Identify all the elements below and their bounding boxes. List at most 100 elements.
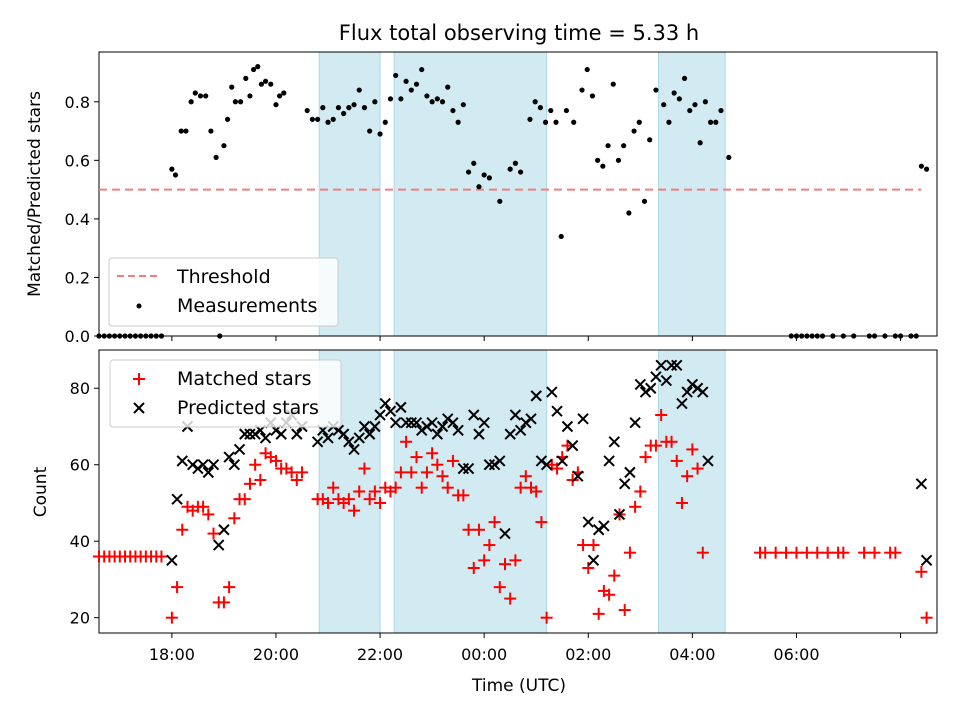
predicted-stars-point-b	[561, 420, 574, 433]
predicted-stars-point-b	[514, 424, 527, 437]
matched-stars-point	[504, 592, 517, 605]
matched-stars-point	[176, 523, 189, 536]
predicted-stars-point-b	[369, 420, 381, 433]
predicted-stars-point-b	[171, 493, 183, 505]
predicted-stars-point-b	[509, 409, 522, 421]
threshold-legend-label: Threshold	[176, 266, 271, 288]
predicted-stars-point	[259, 432, 272, 444]
matched-stars-point	[696, 546, 709, 559]
x-tick-label: 22:00	[357, 645, 403, 664]
predicted-stars-point	[650, 371, 662, 383]
predicted-stars-point	[671, 359, 683, 372]
predicted-stars-point-b	[389, 416, 402, 429]
measurement-point	[666, 119, 672, 125]
matched-stars-point	[821, 546, 834, 559]
matched-stars-point	[535, 516, 548, 529]
measurement-point	[148, 333, 154, 339]
x-tick-label: 04:00	[669, 645, 715, 664]
predicted-stars-point-b	[337, 428, 350, 440]
measurement-point	[631, 128, 637, 134]
measurement-point	[653, 87, 659, 93]
matched-stars-point	[493, 581, 506, 594]
predicted-stars-point-b	[473, 428, 485, 440]
predicted-stars-point-b	[457, 462, 470, 475]
x-axis-label: Time (UTC)	[471, 676, 566, 696]
matched-stars-point	[868, 546, 881, 559]
measurement-point	[788, 333, 794, 339]
predicted-stars-point	[618, 478, 631, 490]
matched-stars-point	[405, 466, 418, 479]
predicted-stars-point-b	[645, 382, 657, 394]
matched-stars-point	[363, 493, 376, 506]
predicted-stars-point-b	[410, 416, 423, 429]
measurement-point	[445, 84, 451, 90]
measurement-point	[804, 333, 810, 339]
matched-stars-point	[665, 435, 678, 448]
measurement-point	[408, 87, 414, 93]
matched-stars-point	[228, 512, 241, 525]
predicted-stars-point-b	[275, 428, 287, 440]
predicted-stars-point-b	[603, 455, 615, 467]
measurement-point	[143, 333, 149, 339]
predicted-stars-point	[655, 359, 667, 372]
matched-stars-point	[800, 546, 813, 559]
predicted-stars-point	[551, 405, 563, 417]
matched-stars-point	[410, 451, 423, 464]
predicted-stars-point-b	[478, 416, 490, 429]
x-tick-label: 18:00	[149, 645, 195, 664]
matched-stars-point	[446, 454, 459, 467]
matched-stars-point	[769, 546, 782, 559]
predicted-stars-point-b	[634, 378, 647, 391]
matched-stars-point	[155, 550, 168, 563]
measurement-point	[584, 66, 590, 73]
y-tick-label: 0.8	[65, 93, 90, 112]
measurement-point	[315, 116, 321, 122]
predicted-stars-point	[468, 409, 480, 421]
matched-stars-point	[467, 561, 480, 574]
matched-stars-point	[608, 569, 621, 582]
predicted-stars-point-b	[426, 416, 438, 429]
measurement-point	[647, 137, 653, 143]
matched-stars-point	[498, 558, 511, 571]
measurement-point	[465, 169, 472, 175]
predicted-stars-point-b	[291, 428, 303, 440]
matched-stars-point	[915, 565, 928, 578]
predicted-stars-point-b	[598, 520, 610, 532]
predicted-stars-point	[348, 443, 360, 456]
predicted-stars-point	[197, 459, 209, 471]
measurement-point	[726, 154, 732, 161]
measurement-point	[871, 333, 878, 339]
measurement-point	[579, 87, 585, 93]
predicted-stars-point-b	[530, 390, 542, 402]
measurement-point	[169, 166, 175, 172]
measurement-point	[127, 333, 133, 339]
matched-stars-point	[858, 546, 871, 559]
predicted-stars-point	[218, 524, 230, 536]
measurement-point	[866, 333, 872, 339]
measurement-point	[439, 99, 446, 105]
measurement-point	[217, 333, 223, 339]
predicted-stars-point	[353, 432, 365, 444]
measurement-point	[697, 140, 703, 146]
predicted-stars-point-b	[207, 459, 220, 471]
predicted-stars-point	[525, 413, 537, 425]
predicted-stars-point	[358, 420, 371, 433]
x-tick-label: 20:00	[253, 645, 299, 664]
matched-stars-point	[426, 447, 439, 460]
chart-title: Flux total observing time = 5.33 h	[339, 21, 699, 45]
matched-stars-point	[811, 546, 824, 559]
predicted-stars-point	[603, 455, 615, 467]
measurement-point	[713, 119, 719, 125]
measurement-point	[356, 87, 362, 93]
x-tick-label: 06:00	[773, 645, 819, 664]
predicted-stars-point	[291, 428, 303, 440]
matched-stars-point	[171, 581, 184, 594]
predicted-stars-point-b	[572, 470, 584, 482]
bottom-panel-frame	[98, 349, 938, 634]
measurement-point	[661, 102, 667, 108]
measurement-point	[273, 102, 279, 108]
measurement-point	[367, 128, 373, 134]
matched-stars-point	[577, 539, 590, 552]
matched-stars-point	[348, 504, 361, 517]
matched-stars-point	[249, 458, 262, 471]
